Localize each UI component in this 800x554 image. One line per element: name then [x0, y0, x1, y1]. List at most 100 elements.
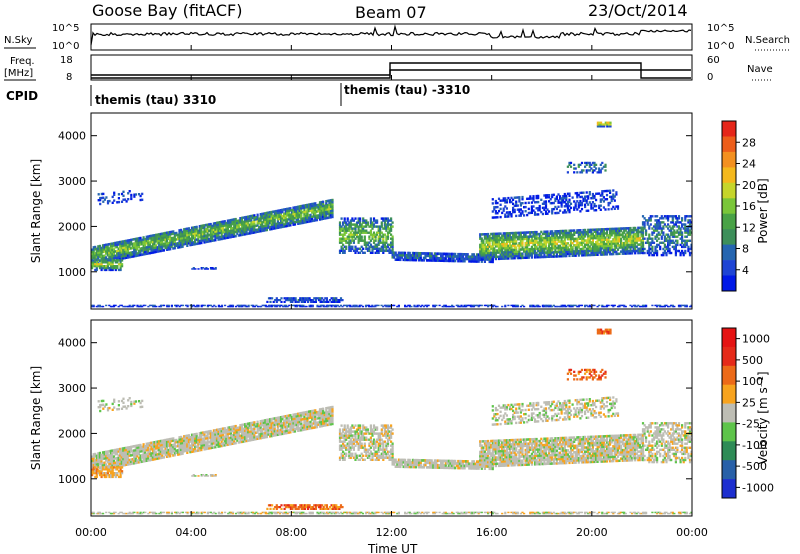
- power-cell: [624, 243, 627, 247]
- power-cell: [281, 225, 284, 229]
- power-cell: [676, 231, 679, 234]
- power-cell: [665, 225, 668, 228]
- power-cell: [523, 250, 526, 253]
- power-cell: [533, 237, 537, 240]
- power-cell: [153, 244, 156, 248]
- power-cell: [112, 305, 116, 308]
- power-cell: [271, 305, 274, 308]
- power-cell: [519, 252, 522, 255]
- power-cell: [312, 204, 315, 208]
- power-cell: [314, 204, 317, 207]
- power-cell: [501, 211, 504, 215]
- power-cell: [674, 215, 677, 218]
- power-cell: [320, 211, 323, 214]
- power-cell: [239, 217, 242, 220]
- power-cell: [155, 240, 158, 243]
- power-cell: [270, 215, 273, 218]
- velocity-cell: [164, 441, 167, 444]
- beam-title: Beam 07: [355, 3, 427, 22]
- velocity-cell: [114, 457, 117, 460]
- power-cell: [665, 215, 668, 218]
- power-cell: [584, 203, 587, 206]
- power-cell: [195, 227, 198, 231]
- power-cell: [679, 304, 682, 307]
- power-cell: [472, 253, 476, 256]
- power-cell: [355, 304, 358, 307]
- power-cell: [433, 304, 436, 307]
- power-cell: [290, 221, 293, 225]
- power-cell: [314, 297, 317, 300]
- power-cell: [156, 246, 159, 249]
- power-cell: [214, 267, 217, 269]
- power-cell: [259, 217, 262, 220]
- power-cell: [372, 231, 376, 234]
- power-cell: [275, 212, 278, 215]
- power-cell: [596, 253, 599, 256]
- power-cell: [116, 249, 119, 253]
- power-cell: [383, 221, 386, 224]
- power-cell: [328, 216, 331, 219]
- power-cell: [342, 243, 345, 246]
- power-cell: [604, 165, 607, 168]
- power-cell: [587, 247, 590, 251]
- power-cell: [259, 215, 262, 218]
- power-cell: [663, 239, 666, 242]
- power-cell: [449, 255, 452, 258]
- power-cell: [100, 192, 103, 196]
- power-cell: [105, 250, 108, 253]
- power-cell: [111, 261, 114, 264]
- power-cell: [215, 223, 219, 227]
- power-cell: [245, 224, 248, 227]
- power-cell: [183, 232, 186, 235]
- power-cell: [201, 237, 204, 240]
- power-cell: [192, 267, 195, 269]
- power-cell: [519, 239, 522, 243]
- power-cell: [529, 304, 532, 307]
- power-cell: [312, 210, 315, 214]
- power-cell: [203, 236, 206, 240]
- power-cell: [288, 304, 291, 307]
- power-cell: [230, 305, 233, 308]
- power-cell: [507, 236, 510, 239]
- power-cell: [295, 220, 298, 224]
- power-cell: [374, 219, 377, 222]
- power-cell: [576, 243, 579, 247]
- velocity-cell: [112, 461, 116, 465]
- power-cell: [259, 227, 262, 231]
- power-cell: [435, 259, 438, 262]
- power-cell: [449, 252, 452, 256]
- power-cell: [103, 265, 106, 268]
- power-cell: [139, 305, 142, 308]
- power-cell: [569, 235, 573, 239]
- power-cell: [588, 305, 591, 308]
- power-cell: [555, 232, 558, 235]
- power-cell: [444, 304, 447, 307]
- power-cell: [283, 297, 286, 300]
- velocity-cell: [119, 456, 122, 459]
- power-cell: [543, 238, 546, 242]
- power-cell: [494, 251, 497, 254]
- power-cell: [244, 222, 247, 225]
- power-cell: [283, 212, 286, 216]
- power-cell: [582, 199, 585, 203]
- power-cell: [335, 305, 338, 308]
- power-cell: [487, 304, 490, 307]
- power-cell: [284, 210, 287, 213]
- power-cell: [330, 304, 333, 307]
- power-cell: [331, 209, 334, 212]
- power-cell: [408, 256, 411, 259]
- power-cell: [239, 231, 242, 235]
- power-cell: [480, 243, 483, 247]
- power-cell: [565, 305, 568, 308]
- power-cell: [119, 253, 122, 256]
- power-cell: [345, 245, 348, 248]
- power-cell: [674, 223, 677, 226]
- power-cell: [400, 256, 404, 259]
- power-cell: [640, 305, 643, 308]
- velocity-cell: [109, 453, 112, 457]
- power-cell: [153, 246, 156, 250]
- power-cell: [544, 238, 548, 242]
- power-cell: [670, 229, 673, 232]
- power-cell: [493, 247, 496, 250]
- power-cell: [605, 189, 609, 193]
